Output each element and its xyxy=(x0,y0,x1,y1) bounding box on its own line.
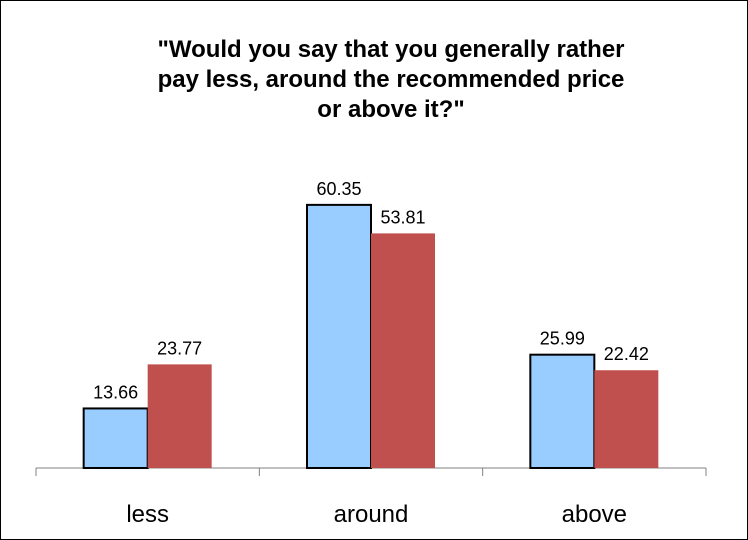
data-label-series1-around: 60.35 xyxy=(316,179,361,199)
bar-series1-around xyxy=(306,203,372,469)
data-label-series1-less: 13.66 xyxy=(93,382,138,402)
category-label-above: above xyxy=(562,501,627,528)
bar-series2-above xyxy=(594,370,659,468)
chart-title: "Would you say that you generally rather… xyxy=(157,36,625,123)
category-label-less: less xyxy=(126,501,169,528)
bar-series1-above xyxy=(529,353,596,469)
data-label-series2-above: 22.42 xyxy=(604,344,649,364)
bar-series2-less xyxy=(147,364,212,468)
data-label-series2-less: 23.77 xyxy=(157,338,202,358)
data-label-series2-around: 53.81 xyxy=(380,207,425,227)
bar-series1-less xyxy=(82,407,149,470)
data-label-series1-above: 25.99 xyxy=(540,329,585,349)
bar-series2-around xyxy=(371,233,435,468)
category-label-around: around xyxy=(334,501,409,528)
